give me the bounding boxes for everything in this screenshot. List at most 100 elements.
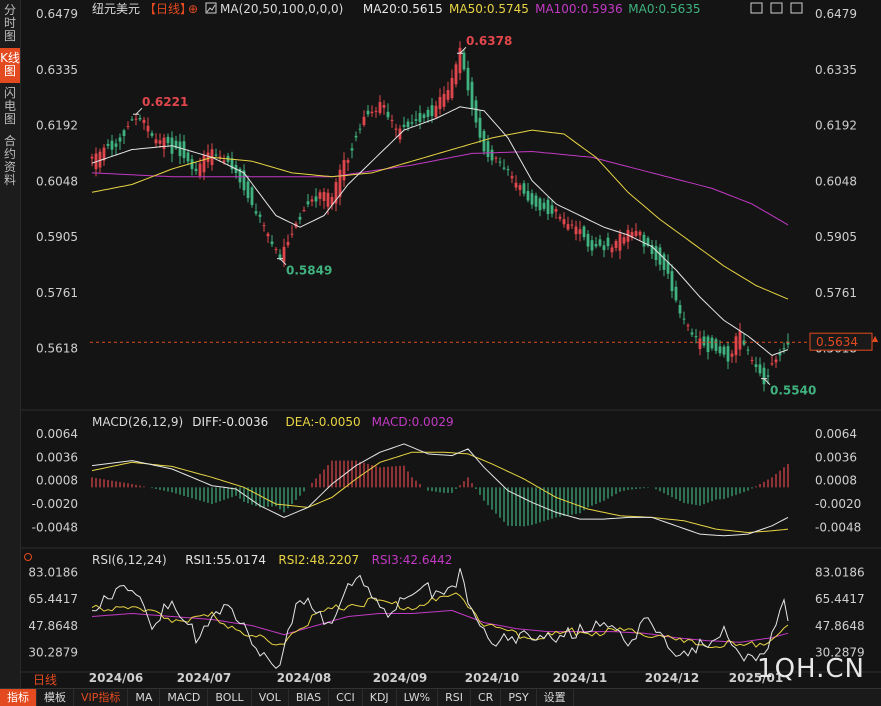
candle-body xyxy=(546,199,550,215)
indicator-tab[interactable]: BOLL xyxy=(208,689,252,706)
period-label[interactable]: 日线 xyxy=(33,673,58,687)
right-axis-label: 0.6335 xyxy=(815,63,857,77)
candle-body xyxy=(774,359,778,363)
indicator-tab[interactable]: CCI xyxy=(329,689,363,706)
indicator-tab[interactable]: BIAS xyxy=(289,689,330,706)
candle-body xyxy=(662,254,666,270)
candle-body xyxy=(230,158,234,170)
ma0-value: MA0:0.5635 xyxy=(628,2,700,16)
ma-settings-icon xyxy=(205,2,217,14)
maximize-icon xyxy=(770,2,783,14)
period-tag: 【日线】 xyxy=(144,2,192,16)
indicator-tab[interactable]: RSI xyxy=(438,689,471,706)
candle-body xyxy=(114,143,118,147)
candle-body xyxy=(642,234,646,247)
sidebar-tab[interactable]: 闪电图 xyxy=(3,86,16,126)
right-axis-label: 65.4417 xyxy=(815,592,865,606)
candle-body xyxy=(518,185,522,190)
left-axis-label: -0.0048 xyxy=(32,520,78,534)
candle-body xyxy=(402,124,406,127)
chart-area[interactable]: 纽元美元 【日线】⊕ MA(20,50,100,0,0,0) MA20:0.5615 M… xyxy=(20,0,881,688)
indicator-tab[interactable]: VIP指标 xyxy=(74,689,129,706)
candle-body xyxy=(686,325,690,327)
candle-body xyxy=(262,225,266,227)
indicator-tab[interactable]: 设置 xyxy=(537,689,574,706)
candle-body xyxy=(674,286,678,301)
right-axis-label: 30.2879 xyxy=(815,645,865,659)
annotation-pointer xyxy=(763,378,771,386)
candle-body xyxy=(98,151,102,168)
watermark: 1QH.CN xyxy=(757,654,865,684)
indicator-tab[interactable]: LW% xyxy=(397,689,439,706)
candle-body xyxy=(282,246,286,263)
indicator-tab[interactable]: 指标 xyxy=(0,689,37,706)
ma100-value: MA100:0.5936 xyxy=(535,2,623,16)
time-axis-label: 2024/10 xyxy=(465,671,519,685)
candle-body xyxy=(186,152,190,162)
candle-body xyxy=(310,199,314,202)
candle-body xyxy=(558,216,562,219)
left-axis-label: 0.5905 xyxy=(36,230,78,244)
indicator-tab[interactable]: VOL xyxy=(252,689,289,706)
candle-body xyxy=(634,230,638,237)
candle-body xyxy=(206,152,210,162)
candle-body xyxy=(770,363,774,365)
candle-body xyxy=(422,114,426,118)
candle-body xyxy=(646,238,650,246)
candle-body xyxy=(622,237,626,244)
candle-body xyxy=(118,137,122,142)
indicator-tab[interactable]: 模板 xyxy=(37,689,74,706)
candle-body xyxy=(330,196,334,206)
candle-body xyxy=(514,182,518,188)
candle-body xyxy=(394,128,398,130)
annotation-pointer xyxy=(279,258,287,266)
candle-body xyxy=(258,214,262,217)
candle-body xyxy=(690,332,694,335)
macd-diff-value: DIFF:-0.0036 xyxy=(192,415,268,429)
candle-body xyxy=(430,105,434,117)
indicator-tab[interactable]: MA xyxy=(128,689,161,706)
candle-body xyxy=(502,167,506,169)
candle-body xyxy=(134,118,138,120)
candle-body xyxy=(650,245,654,254)
candle-body xyxy=(782,348,786,350)
candle-body xyxy=(666,261,670,274)
candle-body xyxy=(314,196,318,202)
candle-body xyxy=(214,154,218,156)
candle-body xyxy=(474,100,478,123)
candle-body xyxy=(274,249,278,251)
candle-body xyxy=(478,117,482,138)
candle-body xyxy=(278,254,282,259)
candle-body xyxy=(594,244,598,247)
candle-body xyxy=(250,187,254,206)
sidebar-tab[interactable]: K线图 xyxy=(0,48,20,83)
time-axis-label: 2025/01 xyxy=(729,671,783,685)
candle-body xyxy=(198,163,202,176)
indicator-tab[interactable]: MACD xyxy=(160,689,209,706)
right-axis-label: 0.6192 xyxy=(815,118,857,132)
sidebar-tab[interactable]: 分时图 xyxy=(3,3,16,43)
left-axis-label: 47.8648 xyxy=(28,619,78,633)
candle-body xyxy=(438,96,442,110)
right-axis-label: 0.5761 xyxy=(815,286,857,300)
candle-body xyxy=(218,156,222,159)
indicator-tab[interactable]: PSY xyxy=(501,689,537,706)
candle-body xyxy=(354,135,358,138)
candle-body xyxy=(758,364,762,374)
rsi-params: RSI(6,12,24) xyxy=(92,553,167,567)
candle-body xyxy=(350,148,354,151)
candle-body xyxy=(510,176,514,179)
left-axis-label: 0.5618 xyxy=(36,341,78,355)
candle-body xyxy=(670,271,674,292)
time-axis-label: 2024/09 xyxy=(373,671,427,685)
rsi1-value: RSI1:55.0174 xyxy=(185,553,266,567)
indicator-tab[interactable]: CR xyxy=(471,689,502,706)
candle-body xyxy=(338,169,342,197)
candle-body xyxy=(110,140,114,150)
candle-body xyxy=(638,231,642,236)
macd-dea-line xyxy=(91,451,789,534)
left-axis-label: 0.5761 xyxy=(36,286,78,300)
indicator-tab[interactable]: KDJ xyxy=(363,689,397,706)
candle-body xyxy=(190,159,194,170)
sidebar-tab[interactable]: 合约资料 xyxy=(3,134,16,187)
